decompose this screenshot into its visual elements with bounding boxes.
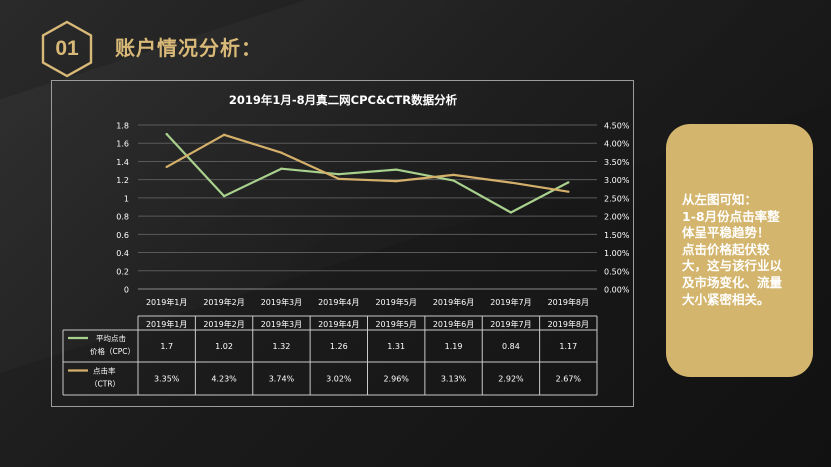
table-data-cell: 3.13%: [441, 375, 467, 384]
note-line: 1-8月份点击率整: [682, 208, 780, 224]
x-tick-label: 2019年7月: [490, 297, 531, 307]
series-line-right: [166, 133, 569, 193]
data-point: [567, 190, 570, 193]
data-point: [394, 179, 398, 183]
table-header-cell: 2019年2月: [203, 319, 244, 329]
table-header-cell: 2019年8月: [548, 319, 589, 329]
data-point: [222, 194, 226, 198]
note-line: 大小紧密相关。: [682, 291, 770, 307]
series-line-left: [165, 133, 569, 214]
y-left-tick-label: 1.6: [116, 140, 129, 149]
y-left-tick-label: 0.2: [116, 267, 129, 276]
y-left-tick-label: 1.4: [116, 158, 129, 167]
y-right-tick-label: 2.00%: [604, 213, 630, 222]
note-line: 及市场变化、流量: [682, 274, 783, 290]
note-line: 点击价格起伏较: [682, 241, 770, 257]
data-point: [567, 181, 570, 184]
data-point: [509, 211, 513, 214]
y-right-tick-label: 0.50%: [604, 267, 630, 276]
y-right-tick-label: 1.00%: [604, 249, 630, 258]
table-data-cell: 2.92%: [498, 375, 524, 384]
data-point: [394, 168, 398, 171]
y-right-tick-label: 1.50%: [604, 231, 630, 240]
table-data-cell: 3.74%: [269, 375, 295, 384]
x-tick-label: 2019年5月: [375, 297, 416, 307]
table-header-cell: 2019年5月: [375, 319, 416, 329]
hexagon-badge-icon: [41, 20, 93, 78]
y-right-tick-label: 4.50%: [604, 122, 630, 131]
legend-label: 平均点击: [96, 333, 126, 343]
y-left-tick-label: 0.8: [116, 213, 129, 222]
section-number: 01: [55, 37, 79, 60]
table-header-cell: 2019年4月: [318, 319, 359, 329]
y-right-tick-label: 3.00%: [604, 176, 630, 185]
x-tick-label: 2019年3月: [261, 297, 302, 307]
legend-label: 价格（CPC）: [90, 346, 135, 356]
note-line: 大，这与该行业以: [682, 258, 783, 274]
y-left-tick-label: 1.8: [116, 122, 129, 131]
table-data-cell: 1.7: [160, 342, 173, 351]
table-data-cell: 4.23%: [211, 375, 237, 384]
table-header-cell: 2019年3月: [261, 319, 302, 329]
table-data-cell: 3.02%: [326, 375, 352, 384]
table-data-cell: 1.17: [559, 342, 577, 351]
y-right-tick-label: 2.50%: [604, 194, 630, 203]
y-left-tick-label: 1: [124, 194, 129, 203]
chart-title: 2019年1月-8月真二网CPC&CTR数据分析: [229, 93, 458, 107]
data-point: [280, 151, 283, 154]
data-point: [509, 181, 513, 184]
table-data-cell: 1.31: [387, 342, 405, 351]
x-tick-label: 2019年6月: [433, 297, 474, 307]
y-right-tick-label: 0.00%: [604, 286, 630, 295]
data-point: [337, 173, 341, 176]
table-data-cell: 1.26: [330, 342, 348, 351]
data-point: [165, 165, 168, 169]
y-left-tick-label: 0.6: [116, 231, 129, 240]
table-data-cell: 1.02: [215, 342, 233, 351]
y-left-tick-label: 1.2: [116, 176, 129, 185]
chart-panel: [51, 80, 634, 407]
table-data-cell: 2.96%: [383, 375, 409, 384]
data-point: [452, 179, 455, 182]
x-tick-label: 2019年8月: [548, 297, 589, 307]
table-header-cell: 2019年1月: [146, 319, 187, 329]
table-data-cell: 1.19: [445, 342, 463, 351]
data-point: [280, 167, 283, 170]
x-tick-label: 2019年2月: [203, 297, 244, 307]
data-point: [452, 173, 455, 177]
section-title: 账户情况分析：: [115, 36, 262, 60]
y-left-tick-label: 0.4: [116, 249, 129, 258]
y-right-tick-label: 3.50%: [604, 158, 630, 167]
table-header-cell: 2019年7月: [490, 319, 531, 329]
note-line: 从左图可知：: [682, 192, 758, 207]
table-data-cell: 3.35%: [154, 375, 180, 384]
data-point: [222, 133, 226, 137]
table-data-cell: 0.84: [502, 342, 520, 351]
x-tick-label: 2019年1月: [146, 297, 187, 307]
data-point: [337, 177, 341, 181]
note-line: 体呈平稳趋势！: [682, 225, 770, 241]
table-data-cell: 1.32: [273, 342, 291, 351]
data-point: [165, 132, 168, 136]
table-header-cell: 2019年6月: [433, 319, 474, 329]
table-data-cell: 2.67%: [556, 375, 582, 384]
legend-label: 点击率: [93, 366, 116, 376]
x-tick-label: 2019年4月: [318, 297, 359, 307]
y-right-tick-label: 4.00%: [604, 140, 630, 149]
y-left-tick-label: 0: [124, 286, 129, 295]
legend-label: （CTR）: [90, 380, 120, 389]
analysis-note-card: 从左图可知： 1-8月份点击率整 体呈平稳趋势！ 点击价格起伏较 大，这与该行业以 及市场…: [666, 124, 813, 377]
